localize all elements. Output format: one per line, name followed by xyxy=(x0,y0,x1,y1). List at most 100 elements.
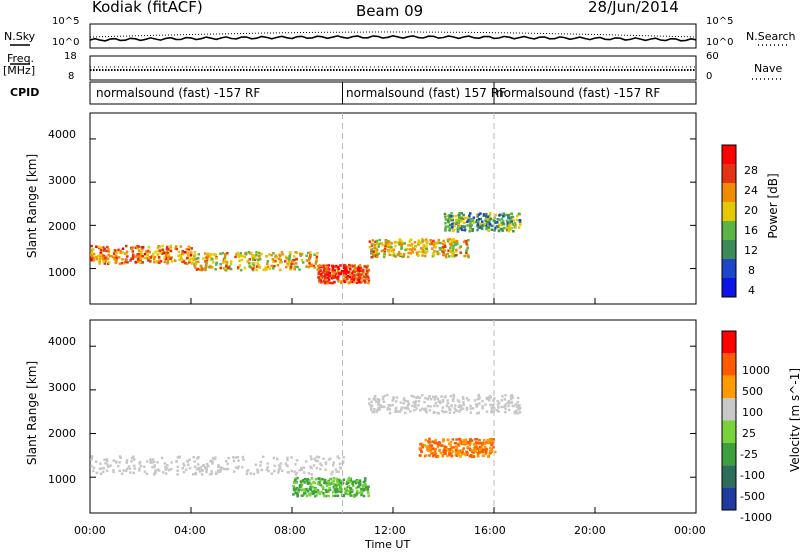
power-panel-cell xyxy=(351,272,354,275)
velocity-panel-cell xyxy=(334,494,337,498)
velocity-panel-cell xyxy=(219,468,222,472)
velocity-panel-cell xyxy=(434,395,438,398)
power-panel-cell xyxy=(317,267,321,271)
velocity-panel-cell xyxy=(518,404,521,407)
power-panel-cell xyxy=(184,261,187,265)
power-panel-cell xyxy=(126,261,129,264)
power-panel-cell xyxy=(324,273,327,276)
power-panel-cell xyxy=(447,219,450,223)
power-panel-cell xyxy=(103,262,106,265)
power-panel-cell xyxy=(353,270,356,273)
power-panel-cell xyxy=(164,254,168,257)
velocity-panel-cell xyxy=(205,470,208,474)
power-panel-cell xyxy=(95,245,98,248)
power-panel-cell xyxy=(484,223,488,227)
velocity-panel-cell xyxy=(199,466,203,469)
power-panel-cell xyxy=(402,252,406,256)
power-panel-cell xyxy=(317,271,321,274)
power-panel-cell xyxy=(166,262,169,265)
power-panel-cell xyxy=(518,219,522,222)
velocity-panel-cell xyxy=(293,470,296,473)
power-panel-cell xyxy=(455,221,459,225)
velocity-panel-cell xyxy=(439,401,442,405)
power-panel-cell xyxy=(409,252,412,255)
velocity-panel-cell xyxy=(367,491,370,495)
velocity-panel-cell xyxy=(332,479,335,483)
power-panel-cell xyxy=(463,221,466,225)
power-panel-cell xyxy=(429,239,432,242)
velocity-panel-cell xyxy=(302,493,306,496)
velocity-panel-cell xyxy=(105,458,109,461)
velocity-panel-cell xyxy=(176,469,179,472)
velocity-panel-cell xyxy=(294,491,298,495)
velocity-panel-cell xyxy=(307,493,311,496)
velocity-panel-cell xyxy=(188,466,192,470)
velocity-panel-cell xyxy=(399,408,403,411)
power-panel-cell xyxy=(456,226,460,230)
power-panel-cell xyxy=(104,257,107,260)
power-panel-cell xyxy=(477,219,480,223)
power-panel-cell xyxy=(190,250,193,254)
power-panel-cell xyxy=(106,245,109,249)
power-panel-cell xyxy=(494,221,497,224)
power-panel-cell xyxy=(187,251,190,254)
velocity-panel-cell xyxy=(449,394,452,398)
power-panel-cell xyxy=(293,268,296,271)
power-panel-cell xyxy=(137,257,140,260)
power-panel-cell xyxy=(95,255,98,259)
power-panel-cell xyxy=(467,239,470,242)
velocity-panel-cell xyxy=(192,455,195,459)
power-panel-cell xyxy=(457,228,461,231)
velocity-panel-cell xyxy=(194,472,198,476)
power-panel-cell xyxy=(332,271,335,274)
power-panel-cell xyxy=(410,243,414,246)
power-panel-cell xyxy=(193,253,197,257)
power-panel-cell xyxy=(355,273,358,276)
power-cbar-24: 24 xyxy=(744,184,758,197)
velocity-panel-cell xyxy=(151,458,155,461)
nsky-tick-top: 10^5 xyxy=(52,16,80,27)
velocity-panel-cell xyxy=(425,445,428,449)
power-panel-cell xyxy=(219,266,223,270)
power-panel-cell xyxy=(324,270,327,274)
power-panel-cell xyxy=(187,248,191,251)
power-panel-cell xyxy=(518,212,521,216)
power-panel-cell xyxy=(308,262,311,265)
velocity-panel-cell xyxy=(418,447,421,450)
velocity-panel-cell xyxy=(102,467,106,470)
velocity-panel-cell xyxy=(508,402,511,405)
velocity-panel-cell xyxy=(309,487,312,491)
power-panel-cell xyxy=(288,254,292,258)
power-panel-cell xyxy=(469,228,472,231)
velocity-panel-cell xyxy=(470,450,474,453)
power-panel-cell xyxy=(493,220,496,223)
velocity-panel-cell xyxy=(340,487,343,491)
power-panel-cell xyxy=(326,271,329,274)
power-panel-cell xyxy=(103,247,106,251)
velocity-panel-cell xyxy=(449,454,452,457)
power-panel-cell xyxy=(345,265,348,268)
power-panel-cell xyxy=(154,250,157,254)
velocity-panel-cell xyxy=(319,479,322,483)
power-panel-cell xyxy=(328,274,332,277)
power-panel-cell xyxy=(337,280,340,283)
velocity-panel-cell xyxy=(469,442,472,445)
velocity-panel-cell xyxy=(296,494,299,498)
power-panel-cell xyxy=(260,252,263,256)
velocity-panel-cell xyxy=(492,398,495,402)
power-panel-cell xyxy=(340,281,343,285)
power-panel-cell xyxy=(421,249,425,252)
power-panel-cell xyxy=(465,251,468,254)
power-panel-cell xyxy=(482,213,486,216)
power-panel-cell xyxy=(243,266,247,270)
power-panel-cell xyxy=(163,251,166,255)
power-panel-cell xyxy=(444,245,447,248)
velocity-panel-cell xyxy=(332,494,335,498)
power-panel-cell xyxy=(387,244,391,247)
velocity-panel-cell xyxy=(106,463,109,466)
power-panel-cell xyxy=(185,251,189,255)
velocity-panel-cell xyxy=(433,441,436,445)
power-panel-cell xyxy=(484,214,488,218)
power-panel-cell xyxy=(422,251,425,254)
power-panel-cell xyxy=(448,237,452,241)
